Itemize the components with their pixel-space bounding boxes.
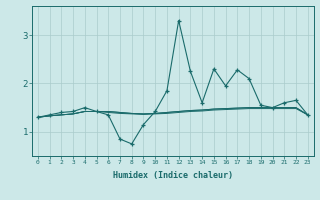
X-axis label: Humidex (Indice chaleur): Humidex (Indice chaleur) [113,171,233,180]
